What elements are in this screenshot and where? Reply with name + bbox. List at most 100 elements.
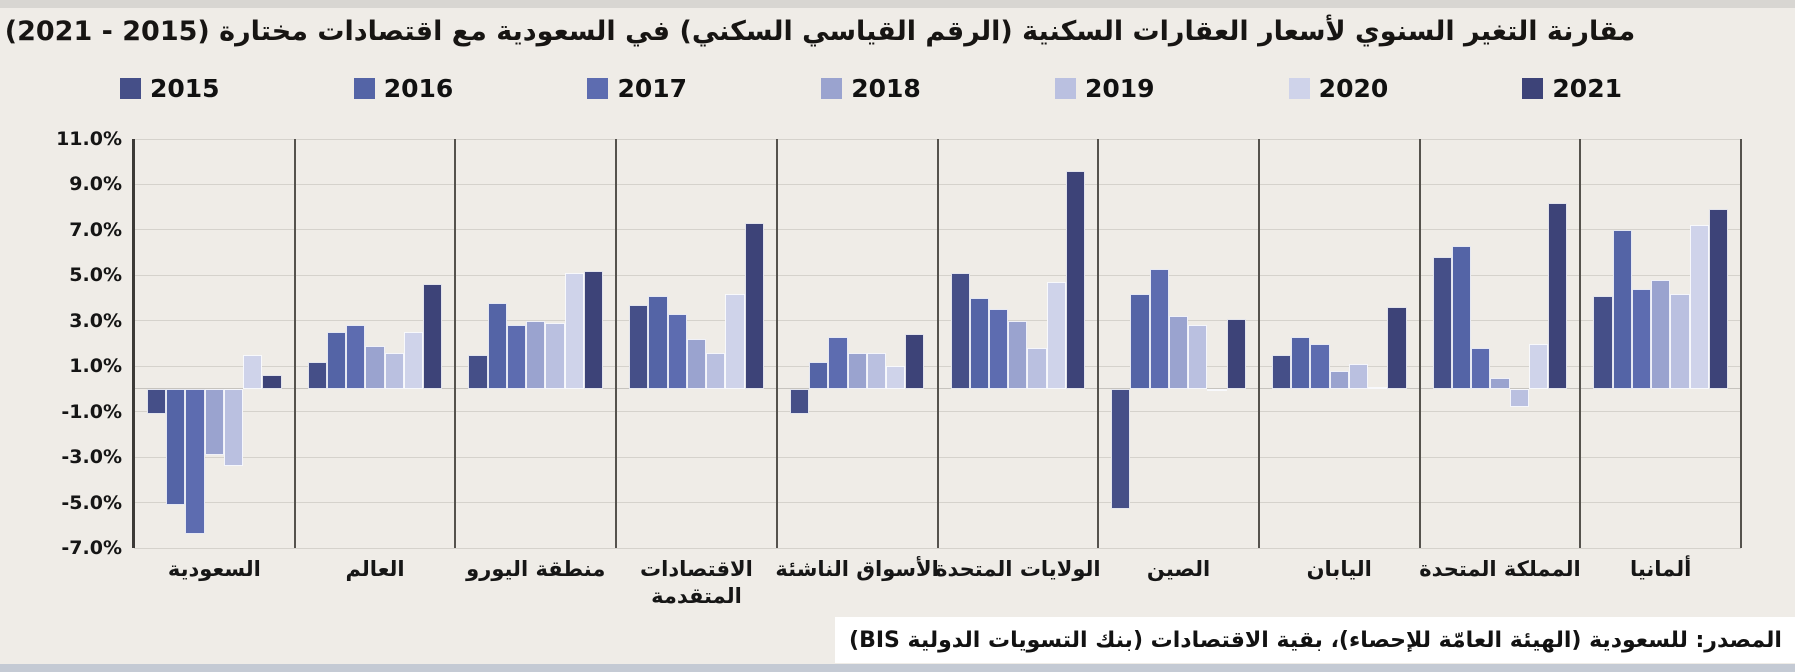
y-tick-label-9.0%: 9.0%: [69, 173, 122, 196]
y-axis-line: [132, 139, 135, 548]
bar-2021-cat4: [905, 334, 925, 389]
bar-2021-cat6: [1226, 318, 1246, 389]
legend-swatch-2017: [587, 78, 609, 99]
bar-2015-cat6: [1111, 388, 1131, 510]
x-category-label-3: الاقتصادات المتقدمة: [640, 557, 753, 609]
bar-2021-cat8: [1548, 202, 1568, 389]
bar-2015-cat7: [1271, 354, 1292, 389]
bar-2019-cat4: [866, 352, 886, 389]
bar-2018-cat4: [847, 352, 867, 389]
bar-2019-cat2: [545, 323, 565, 389]
bar-2018-cat0: [204, 388, 224, 455]
bar-2021-cat2: [583, 270, 604, 389]
legend-label-2021: 2021: [1552, 74, 1622, 103]
y-tick-label--5.0%: -5.0%: [61, 491, 122, 514]
y-tick-label--7.0%: -7.0%: [61, 537, 122, 559]
legend-swatch-2015: [120, 78, 141, 99]
group-separator-6: [1097, 139, 1100, 548]
bar-2020-cat6: [1207, 388, 1227, 392]
x-category-label-2: منطقة اليورو: [466, 557, 606, 581]
gridline--7.0%: [134, 547, 1741, 549]
bar-2020-cat5: [1046, 282, 1066, 389]
bar-2015-cat1: [307, 361, 327, 389]
bar-2018-cat5: [1008, 320, 1028, 389]
bar-2016-cat8: [1451, 245, 1472, 389]
bar-2018-cat9: [1651, 279, 1671, 389]
bar-2019-cat0: [223, 388, 244, 467]
bar-2017-cat4: [828, 336, 848, 389]
bar-2020-cat4: [886, 366, 906, 389]
bar-2020-cat7: [1368, 386, 1388, 389]
x-category-label-5: الولايات المتحدة: [935, 557, 1101, 581]
legend-label-2017: 2017: [617, 74, 688, 103]
group-separator-4: [775, 139, 778, 548]
x-category-label-6: الصين: [1146, 557, 1211, 581]
group-separator-1: [293, 139, 296, 548]
bar-2019-cat7: [1348, 363, 1369, 389]
legend-swatch-2016: [353, 78, 375, 99]
plot-area: [132, 138, 1742, 549]
bar-2019-cat1: [384, 352, 404, 389]
y-tick-label-7.0%: 7.0%: [69, 218, 122, 241]
bar-2018-cat7: [1329, 370, 1349, 389]
bar-2020-cat2: [564, 273, 584, 389]
bar-2016-cat2: [487, 302, 507, 389]
legend-item-2021: 2021: [1522, 74, 1622, 103]
bar-2016-cat6: [1130, 293, 1150, 389]
legend-item-2016: 2016: [353, 74, 453, 103]
bar-2016-cat5: [969, 298, 989, 389]
top-edge-strip: [0, 0, 1795, 8]
group-separator-7: [1257, 139, 1260, 548]
bar-2017-cat0: [185, 388, 205, 535]
bar-2019-cat5: [1027, 348, 1047, 389]
bar-2018-cat6: [1168, 316, 1189, 389]
y-tick-label-11.0%: 11.0%: [56, 128, 122, 150]
bar-2021-cat7: [1387, 307, 1407, 389]
legend-item-2019: 2019: [1054, 74, 1155, 103]
bar-2021-cat5: [1065, 170, 1086, 389]
bar-2017-cat1: [346, 325, 366, 389]
legend-label-2015: 2015: [150, 74, 220, 103]
group-separator-9: [1579, 139, 1582, 548]
bar-2018-cat8: [1490, 377, 1510, 389]
bar-2019-cat6: [1188, 325, 1208, 389]
y-tick-label-3.0%: 3.0%: [69, 309, 122, 332]
bar-2021-cat3: [744, 223, 764, 389]
bar-2015-cat9: [1593, 295, 1613, 389]
x-category-label-9: ألمانيا: [1629, 557, 1692, 581]
legend-swatch-2021: [1522, 78, 1544, 99]
legend-item-2020: 2020: [1288, 74, 1389, 103]
bar-2017-cat2: [506, 325, 527, 389]
legend-label-2020: 2020: [1318, 74, 1389, 103]
chart-title: مقارنة التغير السنوي لأسعار العقارات الس…: [4, 16, 1636, 47]
x-category-label-7: اليابان: [1306, 557, 1372, 581]
bar-2021-cat9: [1708, 209, 1728, 389]
bar-2019-cat3: [706, 352, 726, 389]
bar-2015-cat3: [629, 304, 649, 389]
group-separator-8: [1418, 139, 1421, 548]
bar-2017-cat6: [1149, 268, 1169, 389]
chart-legend: 2015 2016 2017 2018 2019 2020 2021: [120, 74, 1622, 103]
bar-2016-cat9: [1612, 229, 1632, 389]
bar-2020-cat1: [403, 332, 424, 389]
bar-2020-cat9: [1689, 225, 1709, 389]
bar-2020-cat3: [725, 293, 745, 389]
x-category-label-1: العالم: [345, 557, 405, 581]
source-box: المصدر: للسعودية (الهيئة العامّة للإحصاء…: [835, 617, 1795, 663]
bar-2019-cat9: [1670, 293, 1690, 389]
x-category-label-4: الأسواق الناشئة: [775, 557, 939, 581]
bar-2017-cat9: [1631, 288, 1652, 389]
bar-2017-cat8: [1471, 348, 1491, 389]
source-text: المصدر: للسعودية (الهيئة العامّة للإحصاء…: [849, 627, 1782, 653]
bar-2016-cat4: [809, 361, 829, 389]
bar-2017-cat5: [988, 309, 1009, 389]
y-tick-label--3.0%: -3.0%: [61, 446, 122, 469]
legend-item-2017: 2017: [587, 74, 687, 103]
bar-2016-cat0: [166, 388, 186, 505]
legend-item-2018: 2018: [821, 74, 921, 103]
legend-swatch-2018: [821, 78, 843, 99]
bar-2015-cat5: [950, 273, 970, 389]
bar-2016-cat1: [326, 332, 347, 389]
bar-2017-cat7: [1310, 343, 1330, 389]
